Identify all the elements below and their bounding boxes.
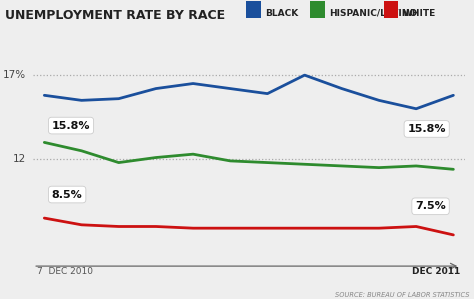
Text: WHITE: WHITE <box>403 9 436 18</box>
Text: BLACK: BLACK <box>265 9 299 18</box>
Text: 7.5%: 7.5% <box>415 201 446 211</box>
Text: 15.8%: 15.8% <box>408 124 446 134</box>
Text: SOURCE: BUREAU OF LABOR STATISTICS: SOURCE: BUREAU OF LABOR STATISTICS <box>335 292 469 298</box>
Text: UNEMPLOYMENT RATE BY RACE: UNEMPLOYMENT RATE BY RACE <box>5 9 225 22</box>
Text: 15.8%: 15.8% <box>52 120 90 131</box>
Text: 8.5%: 8.5% <box>52 190 82 199</box>
Text: 17%: 17% <box>3 70 26 80</box>
Text: HISPANIC/LATINO: HISPANIC/LATINO <box>329 9 418 18</box>
Text: 12: 12 <box>12 154 26 164</box>
Text: DEC 2011: DEC 2011 <box>412 267 460 276</box>
Text: 7  DEC 2010: 7 DEC 2010 <box>37 267 93 276</box>
